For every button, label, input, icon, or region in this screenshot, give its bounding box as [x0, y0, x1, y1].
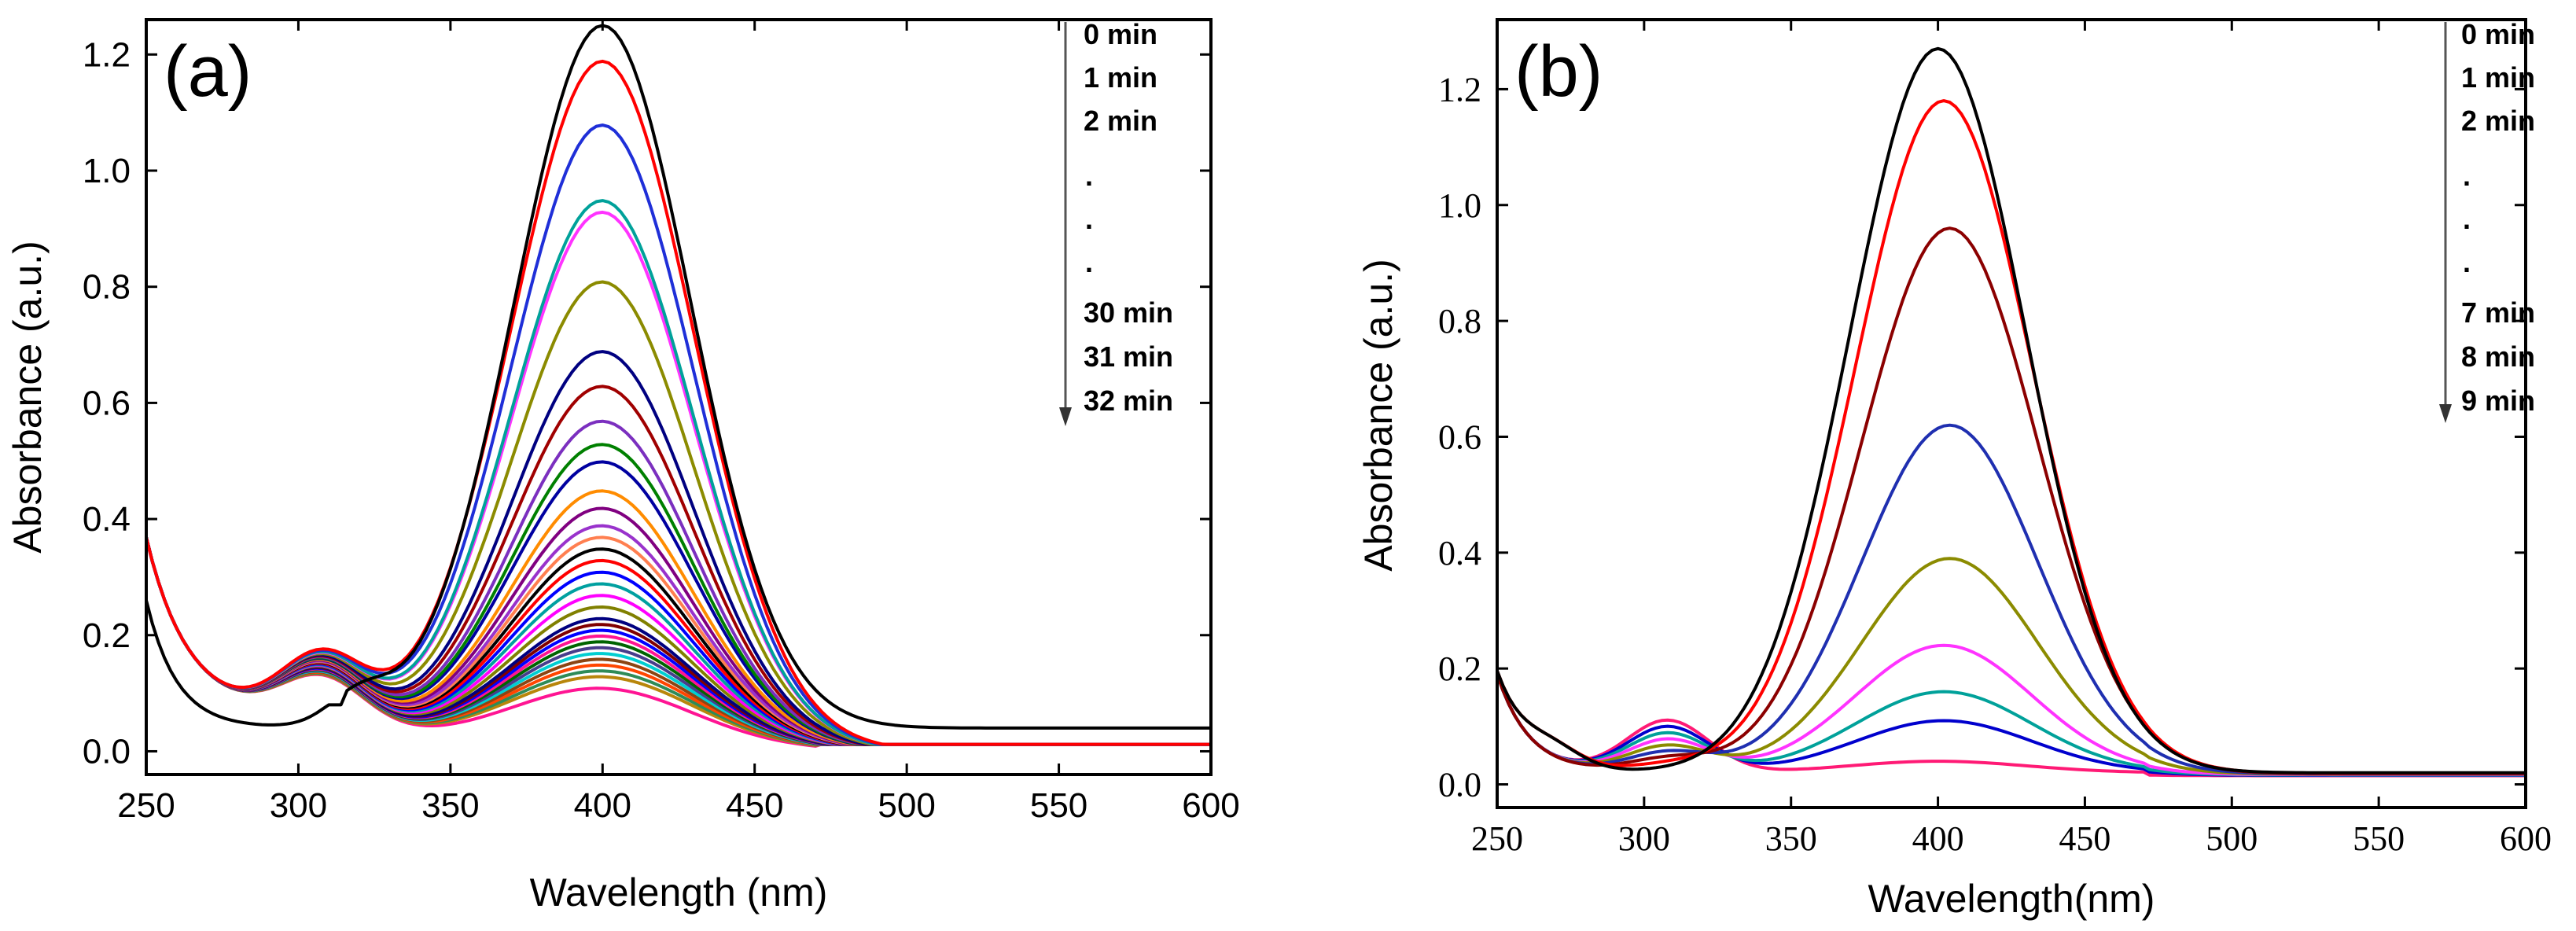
- panel-b-series-line: [1496, 423, 2526, 776]
- panel-b-x-tick-label: 550: [2353, 819, 2405, 858]
- legend-entry: 8 min: [2461, 340, 2535, 373]
- panel-b-y-ticks: 0.0 0.2 0.4 0.6 0.8 1.0 1.2: [1438, 70, 2526, 804]
- panel-b-x-tick-label: 300: [1618, 819, 1670, 858]
- legend-entry: 32 min: [1084, 385, 1173, 417]
- legend-entry: .: [1085, 160, 1093, 192]
- legend-entry: 1 min: [2461, 61, 2535, 94]
- legend-entry: 31 min: [1084, 340, 1173, 373]
- panel-b-series-line: [1496, 46, 2526, 775]
- legend-entry: .: [1085, 246, 1093, 278]
- panel-a: 250 300 350 400 450 500 550 600 0.0 0.2 0.4 0.6 0.8…: [6, 18, 1240, 914]
- legend-entry: .: [2463, 246, 2471, 278]
- legend-entry: 30 min: [1084, 296, 1173, 329]
- panel-a-y-tick-label: 1.2: [83, 35, 131, 74]
- panel-a-x-tick-label: 600: [1182, 786, 1239, 825]
- panel-a-y-axis-label: Absorbance (a.u.): [6, 241, 50, 553]
- legend-entry: 2 min: [2461, 105, 2535, 137]
- panel-a-x-tick-label: 400: [574, 786, 631, 825]
- legend-entry: 0 min: [2461, 18, 2535, 50]
- panel-a-legend: 0 min 1 min 2 min . . . 30 min 31 min 32…: [1059, 18, 1173, 426]
- panel-a-plot-frame: [145, 18, 1213, 776]
- panel-a-x-tick-label: 550: [1030, 786, 1087, 825]
- legend-entry: 7 min: [2461, 296, 2535, 329]
- legend-entry: 2 min: [1084, 105, 1157, 137]
- panel-b-y-tick-label: 1.2: [1438, 70, 1481, 109]
- panel-b-x-tick-label: 350: [1765, 819, 1817, 858]
- legend-entry: 0 min: [1084, 18, 1157, 50]
- panel-b-x-tick-label: 450: [2059, 819, 2110, 858]
- panel-a-y-tick-label: 0.4: [83, 500, 131, 539]
- panel-a-y-tick-label: 0.8: [83, 268, 131, 307]
- legend-entry: 1 min: [1084, 61, 1157, 94]
- panel-a-x-tick-label: 500: [878, 786, 935, 825]
- panel-a-x-tick-label: 450: [726, 786, 783, 825]
- panel-b-x-axis-label: Wavelength(nm): [1868, 877, 2155, 921]
- panel-b-label: (b): [1514, 31, 1603, 112]
- panel-b-x-tick-label: 400: [1912, 819, 1964, 858]
- panel-b-legend-arrow-head: [2439, 404, 2452, 423]
- legend-entry: .: [2463, 160, 2471, 192]
- panel-b-y-tick-label: 0.8: [1438, 302, 1481, 340]
- panel-a-x-tick-label: 350: [421, 786, 479, 825]
- panel-b-y-axis-label: Absorbance (a.u.): [1356, 259, 1400, 571]
- legend-entry: 9 min: [2461, 385, 2535, 417]
- panel-b-plot-frame: [1496, 18, 2527, 809]
- panel-b-y-tick-label: 0.0: [1438, 766, 1481, 804]
- panel-a-series-line: [145, 59, 1211, 746]
- panel-a-legend-arrow-head: [1059, 407, 1072, 426]
- panel-b-y-tick-label: 1.0: [1438, 186, 1481, 225]
- panel-a-x-tick-label: 300: [270, 786, 327, 825]
- panel-a-curves: [145, 24, 1211, 748]
- panel-b-x-ticks: 250 300 350 400 450 500 550 600: [1471, 20, 2552, 858]
- panel-b-curves: [1496, 46, 2526, 778]
- panel-b-y-tick-label: 0.4: [1438, 534, 1481, 572]
- panel-a-y-tick-label: 0.2: [83, 616, 131, 655]
- panel-a-x-axis-label: Wavelength (nm): [530, 870, 828, 914]
- panel-a-series-line: [145, 24, 1211, 730]
- panel-a-x-tick-label: 250: [117, 786, 175, 825]
- panel-a-y-ticks: 0.0 0.2 0.4 0.6 0.8 1.0 1.2: [83, 35, 1211, 771]
- panel-b-x-tick-label: 250: [1471, 819, 1523, 858]
- panel-a-y-tick-label: 0.6: [83, 384, 131, 422]
- panel-b-series-line: [1496, 643, 2526, 777]
- panel-b-x-tick-label: 600: [2500, 819, 2552, 858]
- panel-b-y-tick-label: 0.2: [1438, 649, 1481, 688]
- panel-b-series-line: [1496, 673, 2526, 778]
- panel-a-y-tick-label: 1.0: [83, 152, 131, 190]
- panel-b-y-tick-label: 0.6: [1438, 418, 1481, 456]
- panel-b-series-line: [1496, 99, 2526, 775]
- panel-b: 250 300 350 400 450 500 550 600 0.0 0.2 0.4 0.6 0.8…: [1356, 18, 2552, 921]
- panel-a-y-tick-label: 0.0: [83, 732, 131, 771]
- panel-a-label: (a): [164, 31, 252, 112]
- legend-entry: .: [2463, 203, 2471, 235]
- panel-b-x-tick-label: 500: [2206, 819, 2258, 858]
- legend-entry: .: [1085, 203, 1093, 235]
- panel-a-x-ticks: 250 300 350 400 450 500 550 600: [117, 20, 1240, 825]
- panel-b-legend: 0 min 1 min 2 min . . . 7 min 8 min 9 mi…: [2439, 18, 2535, 423]
